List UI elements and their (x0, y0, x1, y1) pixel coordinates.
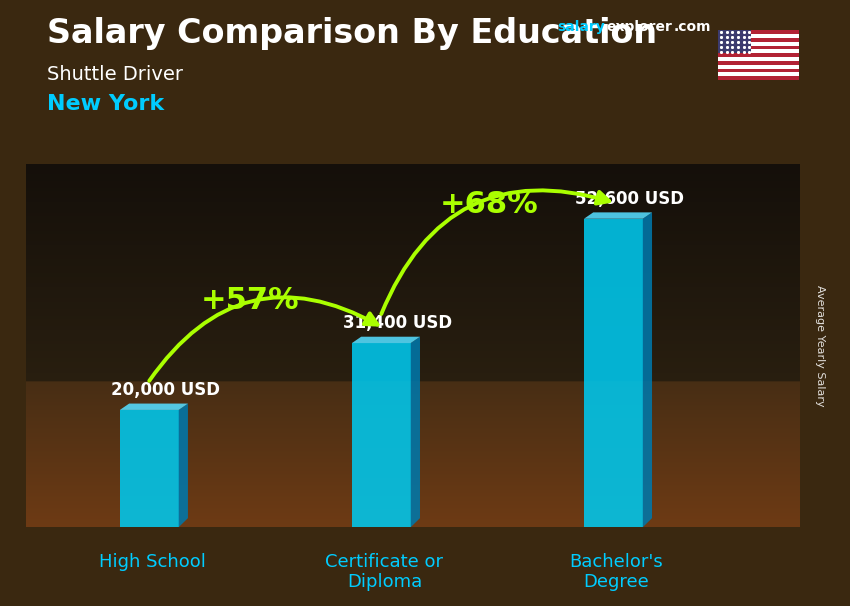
Bar (718, 30, 751, 53)
Text: Salary Comparison By Education: Salary Comparison By Education (47, 17, 657, 50)
Bar (718, 50, 799, 53)
Text: 52,600 USD: 52,600 USD (575, 190, 683, 208)
Bar (718, 34, 799, 38)
Polygon shape (643, 212, 652, 527)
Text: High School: High School (99, 553, 206, 571)
Text: New York: New York (47, 94, 164, 114)
Bar (718, 45, 799, 50)
Bar (718, 68, 799, 72)
Polygon shape (120, 410, 178, 527)
Bar (718, 53, 799, 57)
Polygon shape (352, 337, 420, 343)
Text: 31,400 USD: 31,400 USD (343, 314, 451, 332)
Bar (718, 30, 799, 34)
Text: salary: salary (557, 20, 604, 34)
Text: +57%: +57% (201, 287, 299, 315)
Text: Shuttle Driver: Shuttle Driver (47, 65, 183, 84)
Polygon shape (352, 343, 411, 527)
Text: .com: .com (674, 20, 711, 34)
Polygon shape (584, 212, 652, 219)
Bar (718, 57, 799, 61)
Polygon shape (178, 404, 188, 527)
Bar (718, 65, 799, 68)
Text: +68%: +68% (440, 190, 539, 219)
Polygon shape (120, 404, 188, 410)
Bar (718, 76, 799, 80)
Text: 20,000 USD: 20,000 USD (110, 381, 219, 399)
Bar (718, 61, 799, 65)
Text: Average Yearly Salary: Average Yearly Salary (815, 285, 825, 406)
Bar (718, 42, 799, 45)
Bar (718, 38, 799, 42)
Bar (718, 72, 799, 76)
Polygon shape (584, 219, 643, 527)
Text: Certificate or
Diploma: Certificate or Diploma (326, 553, 444, 591)
Text: explorer: explorer (606, 20, 672, 34)
Polygon shape (411, 337, 420, 527)
Text: Bachelor's
Degree: Bachelor's Degree (570, 553, 663, 591)
